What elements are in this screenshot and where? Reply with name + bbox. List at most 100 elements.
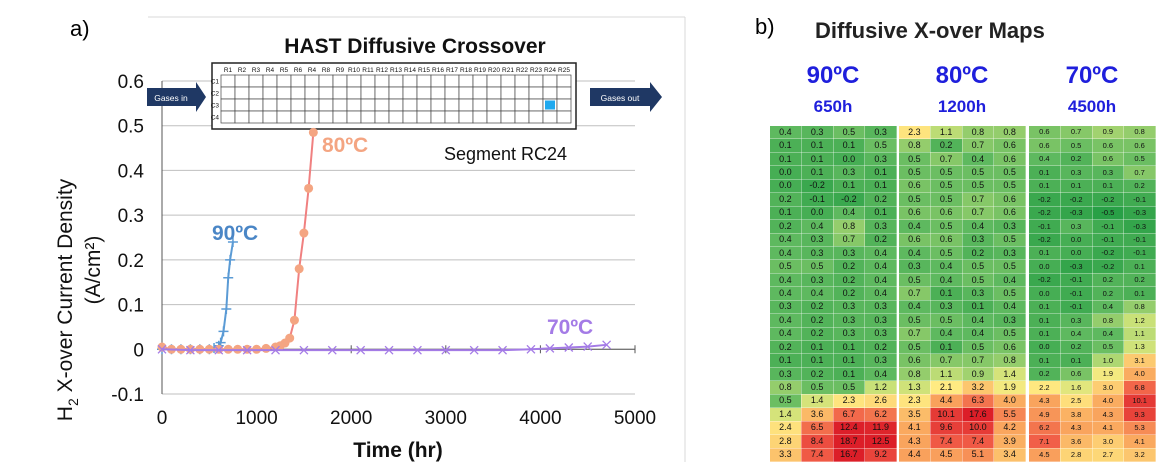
inset-row-label: C2 (211, 91, 220, 98)
heatmap-cell: 0.1 (832, 178, 866, 194)
chart-title: HAST Diffusive Crossover (284, 35, 545, 58)
heatmap-cell: 1.3 (1123, 339, 1156, 355)
heatmap-cell: 0.1 (1028, 313, 1061, 328)
x-tick-label: 1000 (235, 408, 277, 429)
inset-column-label: R17 (446, 67, 458, 74)
heatmap-cell: 0.5 (800, 380, 834, 395)
heatmap-cell: 3.4 (993, 447, 1026, 462)
inset-row-label: C3 (211, 103, 220, 110)
heatmap-cell: 0.6 (929, 205, 963, 221)
heatmap-cell: 0.2 (769, 339, 802, 355)
heatmap-cell: 0.3 (961, 286, 995, 301)
inset-cell (346, 110, 362, 124)
inset-cell (262, 110, 278, 124)
heatmap-cell: 0.4 (769, 245, 802, 261)
heatmap-cell: 12.4 (832, 420, 866, 436)
heatmap-cell: -0.1 (1123, 232, 1156, 247)
inset-cell (430, 86, 446, 100)
heatmap-cell: 0.3 (800, 245, 834, 261)
data-point (223, 272, 234, 283)
heatmap-cell: 0.6 (898, 205, 931, 221)
inset-cell (486, 110, 502, 124)
heatmap-cell: 0.3 (898, 259, 931, 274)
heatmap-cell: -0.1 (1028, 219, 1061, 234)
heatmap-cell: -0.3 (1059, 205, 1093, 221)
heatmap-cell: 0.3 (993, 245, 1026, 261)
heatmap-cell: 0.5 (929, 178, 963, 194)
heatmap-cell: 0.3 (1059, 313, 1093, 328)
heatmap-cell: 0.2 (961, 245, 995, 261)
heatmap-cell: 0.1 (1028, 165, 1061, 180)
heatmap-cell: 0.4 (800, 219, 834, 234)
heatmap-cell: 0.7 (961, 205, 995, 221)
heatmap-cell: 0.6 (993, 151, 1026, 167)
inset-cell (528, 86, 544, 100)
heatmap-cell: 1.4 (800, 393, 834, 409)
heatmap-cell: 3.2 (1123, 447, 1156, 462)
heatmap-cell: 0.7 (832, 232, 866, 247)
heatmap-cell: 0.5 (929, 245, 963, 261)
heatmap-cell: 0.3 (800, 272, 834, 288)
inset-cell (234, 86, 250, 100)
inset-cell (430, 110, 446, 124)
heatmap-cell: -0.3 (1123, 205, 1156, 221)
inset-cell (402, 86, 418, 100)
heatmap-cell: 0.3 (1059, 165, 1093, 180)
heatmap-cell: 0.4 (961, 219, 995, 234)
heatmap-cell: 0.2 (864, 192, 897, 207)
data-point (564, 343, 574, 352)
heatmap-cell: 0.1 (832, 353, 866, 368)
heatmap-cell: 3.6 (800, 407, 834, 422)
heatmap-cell: 3.8 (1059, 407, 1093, 422)
y-tick-label: 0.4 (118, 161, 145, 182)
heatmap-cell: 0.1 (800, 151, 834, 167)
heatmap-cell: 1.1 (929, 366, 963, 382)
inset-cell (514, 74, 530, 88)
inset-column-label: R1 (224, 67, 233, 74)
inset-cell (542, 86, 558, 100)
heatmap-cell: 5.1 (961, 447, 995, 462)
inset-cell (388, 86, 404, 100)
heatmap-cell: 0.5 (961, 165, 995, 180)
inset-cell (346, 98, 362, 112)
inset-cell (472, 86, 488, 100)
heatmap-cell: 0.1 (1059, 353, 1093, 368)
heatmap-cell: 0.1 (800, 353, 834, 368)
inset-cell (472, 74, 488, 88)
heatmap-cell: 0.1 (929, 339, 963, 355)
inset-column-label: R18 (460, 67, 472, 74)
y-tick-label: 0.1 (118, 296, 144, 317)
inset-cell (220, 74, 236, 88)
heatmap-cell: 0.6 (1028, 124, 1061, 140)
heatmap-cell: 0.6 (1091, 138, 1125, 153)
inset-column-label: R21 (502, 67, 514, 74)
inset-cell (332, 74, 348, 88)
inset-column-label: R5 (280, 67, 289, 74)
heatmap-cell: 6.2 (1028, 420, 1061, 436)
inset-cell (332, 86, 348, 100)
heatmap-cell: 0.8 (1123, 124, 1156, 140)
inset-cell (388, 98, 404, 112)
heatmap-cell: 5.5 (993, 407, 1026, 422)
heatmap-cell: 0.5 (961, 178, 995, 194)
heatmap-cell: 0.5 (929, 165, 963, 180)
heatmap-cell: 0.0 (769, 165, 802, 180)
heatmap-duration: 650h (813, 97, 853, 116)
inset-column-label: R8 (322, 67, 331, 74)
heatmap-cell: 4.2 (993, 420, 1026, 436)
inset-cell (318, 86, 334, 100)
heatmap-cell: -0.1 (1059, 272, 1093, 288)
heatmap-cell: 1.4 (993, 366, 1026, 382)
heatmap-cell: 0.5 (898, 339, 931, 355)
heatmap-cell: 0.5 (1059, 138, 1093, 153)
heatmap-cell: 6.2 (864, 407, 897, 422)
heatmap-cell: 0.5 (961, 259, 995, 274)
data-point (218, 326, 229, 337)
crossover-line-chart: HAST Diffusive Crossover -0.1 0 0.1 0.2 0.3 0… (54, 16, 686, 462)
heatmap-cell: 0.3 (769, 299, 802, 315)
heatmap-cell: 0.8 (898, 138, 931, 153)
data-point (602, 340, 612, 350)
inset-cell (276, 110, 292, 124)
heatmap-cell: 0.4 (898, 299, 931, 315)
inset-cell (360, 98, 376, 112)
